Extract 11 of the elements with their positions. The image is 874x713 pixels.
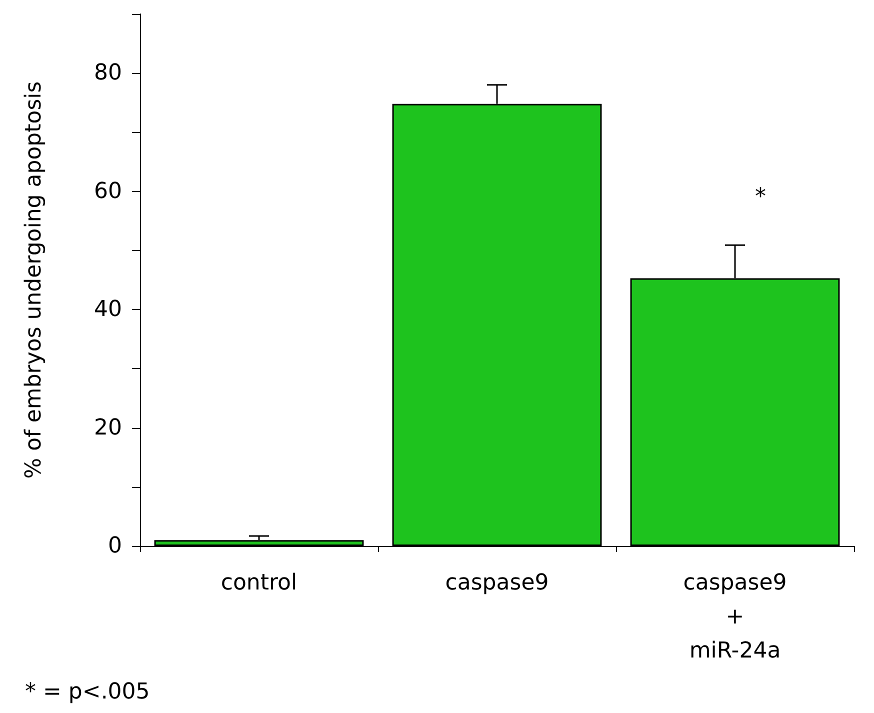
x-tick-label: caspase9 + miR-24a — [683, 570, 787, 664]
annotation: * — [755, 184, 766, 210]
y-tick-label: 0 — [108, 534, 122, 558]
y-tick-label: 80 — [94, 60, 122, 86]
text: * = p<.005 — [25, 680, 150, 704]
y-axis-title: % of embryos undergoing apoptosis — [22, 81, 46, 479]
x-tick-label: control — [220, 570, 298, 596]
x-tick-label: caspase9 — [445, 570, 549, 596]
y-tick-label: 60 — [94, 178, 122, 204]
y-tick-label: 20 — [94, 415, 122, 440]
y-tick-label: 40 — [94, 297, 122, 322]
